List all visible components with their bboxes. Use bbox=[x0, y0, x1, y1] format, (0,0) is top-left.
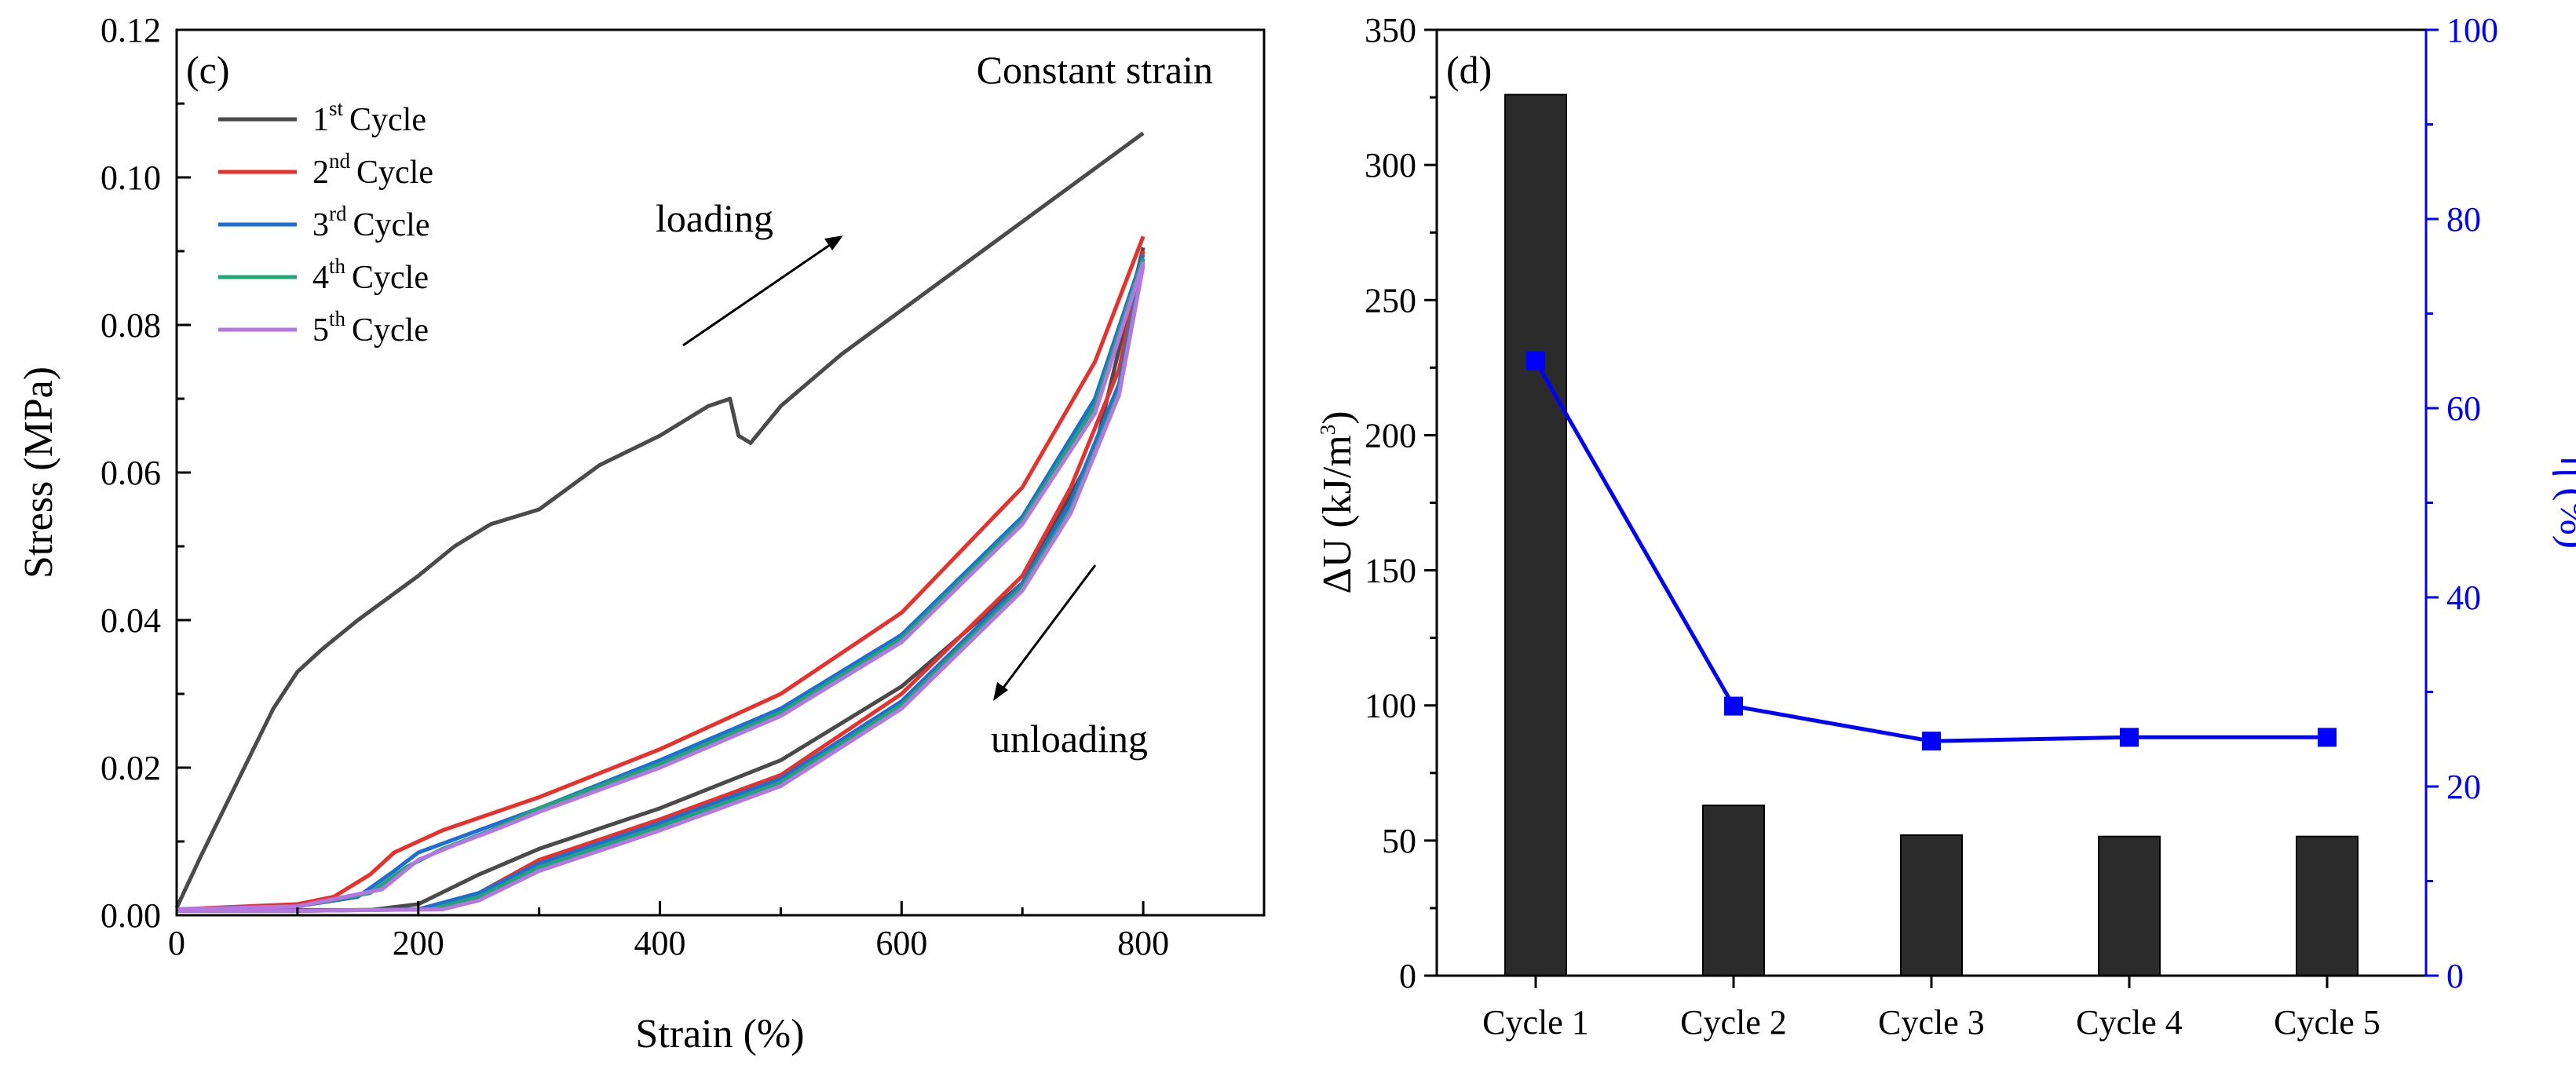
legend-cycle-word: Cycle bbox=[352, 312, 429, 349]
left-tick-label: 0 bbox=[1399, 957, 1416, 995]
left-tick-label: 300 bbox=[1365, 146, 1416, 184]
y-axis-label: Stress (MPa) bbox=[16, 367, 61, 578]
right-tick-label: 0 bbox=[2446, 957, 2464, 995]
y-tick-label: 0.08 bbox=[100, 306, 161, 345]
delta-u-symbol: ΔU bbox=[1315, 538, 1360, 594]
loading-arrow bbox=[682, 242, 833, 347]
category-label: Cycle 5 bbox=[2274, 1003, 2381, 1042]
bar-cycle-2 bbox=[1702, 805, 1765, 976]
eta-point-cycle-3 bbox=[1922, 732, 1941, 751]
panel-c-label: (c) bbox=[186, 48, 230, 92]
cycle-1-loading-curve bbox=[174, 131, 1145, 909]
eta-point-cycle-5 bbox=[2318, 728, 2337, 747]
left-tick-label: 200 bbox=[1365, 416, 1416, 454]
left-tick-label: 250 bbox=[1365, 281, 1416, 319]
y-tick-label: 0.06 bbox=[100, 454, 161, 492]
legend-cycle-word: Cycle bbox=[349, 102, 426, 138]
eta-line bbox=[1526, 351, 2337, 751]
category-label: Cycle 3 bbox=[1878, 1003, 1985, 1042]
cycle-curves bbox=[174, 131, 1145, 913]
legend-number: 1 bbox=[312, 102, 329, 138]
right-tick-label: 100 bbox=[2446, 11, 2498, 49]
legend-number: 3 bbox=[312, 207, 329, 243]
legend-entry-cycle-1: 1st Cycle1st Cycle bbox=[312, 97, 426, 138]
cycle-4-unloading-curve bbox=[177, 261, 1145, 913]
legend-ordinal-suffix: st bbox=[329, 97, 344, 120]
legend-ordinal-suffix: rd bbox=[329, 202, 347, 225]
y-tick-label: 0.10 bbox=[100, 159, 161, 197]
x-tick-label: 200 bbox=[393, 924, 444, 962]
cycle-3-loading-curve bbox=[176, 254, 1145, 911]
bar-cycle-5 bbox=[2296, 835, 2359, 977]
legend-number: 4 bbox=[312, 260, 329, 296]
cycle-2-loading-curve bbox=[176, 235, 1145, 911]
category-label: Cycle 4 bbox=[2076, 1003, 2183, 1042]
y-tick-label: 0.04 bbox=[100, 601, 161, 640]
y-tick-label: 0.12 bbox=[100, 11, 161, 49]
legend-cycle-word: Cycle bbox=[356, 155, 433, 191]
cycle-4-loading-curve bbox=[176, 257, 1145, 911]
bar-cycle-4 bbox=[2098, 835, 2161, 977]
legend-cycle-word: Cycle bbox=[352, 260, 429, 296]
left-tick-label: 100 bbox=[1365, 687, 1416, 725]
category-label: Cycle 2 bbox=[1680, 1003, 1787, 1042]
eta-point-cycle-4 bbox=[2120, 728, 2139, 747]
annotation-loading: loading bbox=[656, 196, 773, 240]
legend-ordinal-suffix: th bbox=[329, 307, 346, 330]
eta-series-line bbox=[1533, 359, 2327, 743]
right-tick-label: 40 bbox=[2446, 578, 2481, 617]
left-tick-label: 350 bbox=[1365, 11, 1416, 49]
panel-d-energy-dissipation: Cycle 1 Cycle 2 Cycle 3 Cycle 4 Cycle 5 0 50 10… bbox=[1315, 11, 2576, 1042]
loading-arrowhead bbox=[824, 235, 843, 250]
eta-point-cycle-2 bbox=[1724, 696, 1743, 716]
panel-d-frame bbox=[1435, 28, 2428, 977]
cycle-5-unloading-curve bbox=[177, 265, 1145, 913]
delta-u-exponent: 3 bbox=[1316, 425, 1339, 436]
right-tick-label: 80 bbox=[2446, 200, 2481, 239]
legend-cycle-word: Cycle bbox=[353, 207, 430, 243]
delta-u-unit: (kJ/m bbox=[1315, 435, 1360, 527]
delta-u-close: ) bbox=[1315, 411, 1360, 424]
eta-point-cycle-1 bbox=[1526, 351, 1545, 370]
x-tick-label: 0 bbox=[168, 924, 185, 962]
annotation-unloading: unloading bbox=[991, 717, 1148, 761]
right-axis-label: η (%) bbox=[2552, 456, 2576, 549]
left-axis-label: ΔU (kJ/m3) bbox=[1315, 411, 1360, 593]
bar-cycle-3 bbox=[1900, 834, 1963, 976]
right-tick-label: 20 bbox=[2446, 768, 2481, 806]
panel-c-ticks: 0 200 400 600 800 0.00 0.02 0.04 0.06 0.08 0.10 0.1… bbox=[100, 11, 1169, 962]
bar-cycle-1 bbox=[1504, 93, 1567, 977]
panel-d-ticks: Cycle 1 Cycle 2 Cycle 3 Cycle 4 Cycle 5 0 50 10… bbox=[1365, 11, 2498, 1042]
y-tick-label: 0.02 bbox=[100, 749, 161, 787]
unloading-arrowhead bbox=[993, 682, 1008, 701]
left-tick-label: 50 bbox=[1382, 822, 1416, 860]
right-tick-label: 60 bbox=[2446, 389, 2481, 428]
y-tick-label: 0.00 bbox=[100, 896, 161, 935]
x-tick-label: 400 bbox=[634, 924, 686, 962]
panel-d-label: (d) bbox=[1446, 48, 1492, 92]
legend-ordinal-suffix: th bbox=[329, 254, 346, 278]
unloading-arrow bbox=[999, 564, 1097, 692]
cycle-2-unloading-curve bbox=[177, 250, 1145, 913]
bars bbox=[1504, 93, 2359, 977]
legend-number: 5 bbox=[312, 312, 329, 349]
chart-title-constant-strain: Constant strain bbox=[977, 48, 1213, 92]
legend-ordinal-suffix: nd bbox=[329, 149, 351, 173]
x-tick-label: 600 bbox=[875, 924, 927, 962]
cycle-5-loading-curve bbox=[176, 261, 1145, 911]
cycle-3-unloading-curve bbox=[177, 257, 1145, 913]
x-axis-label: Strain (%) bbox=[635, 1012, 804, 1057]
left-tick-label: 150 bbox=[1365, 552, 1416, 590]
legend-number: 2 bbox=[312, 155, 329, 191]
category-label: Cycle 1 bbox=[1482, 1003, 1589, 1042]
panel-c-stress-strain: 0 200 400 600 800 0.00 0.02 0.04 0.06 0.08 0.10 0.1… bbox=[16, 11, 1266, 1057]
x-tick-label: 800 bbox=[1117, 924, 1169, 962]
